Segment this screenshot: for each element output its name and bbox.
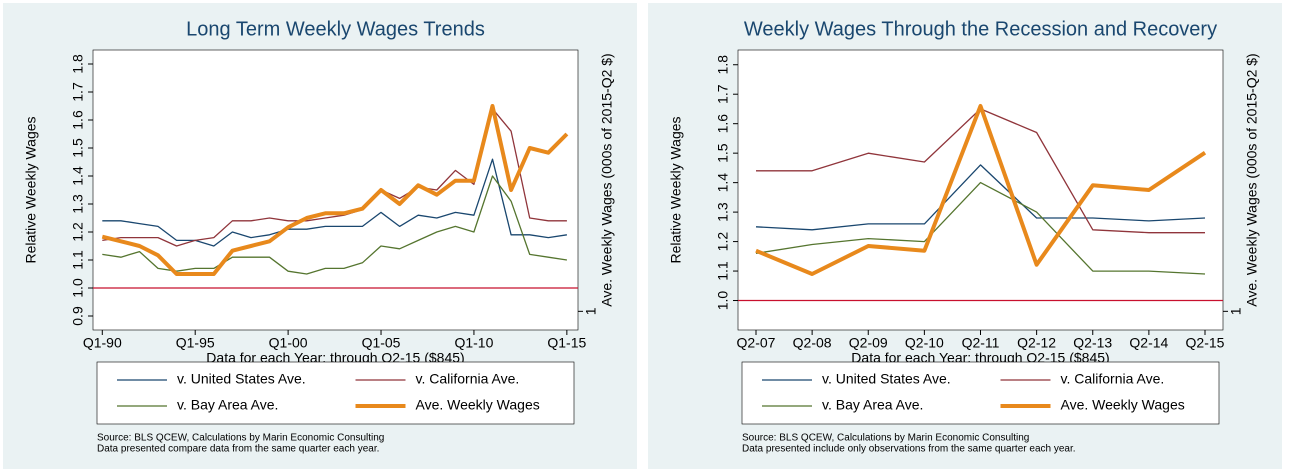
y-tick-label: 1.8 — [715, 55, 731, 75]
series-line — [755, 164, 1206, 231]
y-tick-label: 1.0 — [70, 278, 86, 298]
x-tick-label: Q1-90 — [83, 335, 122, 351]
x-tick-label: Q2-15 — [1186, 335, 1225, 351]
y-tick-label: 1.2 — [715, 232, 731, 252]
chart-title: Weekly Wages Through the Recession and R… — [744, 18, 1217, 40]
y-tick-label: 1.2 — [70, 222, 86, 242]
chart-title: Long Term Weekly Wages Trends — [186, 18, 485, 40]
x-tick-label: Q2-12 — [1017, 335, 1056, 351]
legend-box — [741, 361, 1220, 425]
plot-background — [92, 49, 579, 331]
y-tick-label: 1.0 — [715, 291, 731, 311]
y-tick-label: 1.6 — [70, 110, 86, 130]
series-line — [102, 175, 567, 275]
y-tick-label: 1.6 — [715, 114, 731, 134]
y-tick-label: 1.7 — [70, 82, 86, 102]
y2-tick-label: 1 — [583, 307, 599, 315]
y-tick-label: 1.7 — [715, 84, 731, 104]
y-tick-label: 1.3 — [715, 202, 731, 222]
x-tick-label: Q2-11 — [962, 335, 1000, 351]
source-note: Data presented compare data from the sam… — [97, 444, 379, 455]
legend-label: v. California Ave. — [1061, 371, 1165, 387]
y2-axis-label: Ave. Weekly Wages (000s of 2015-Q2 $) — [599, 53, 615, 306]
y-tick-label: 1.5 — [70, 138, 86, 158]
series-line — [755, 104, 1207, 276]
series-line — [755, 181, 1206, 275]
y-tick-label: 1.4 — [715, 173, 731, 193]
y-axis-label: Relative Weekly Wages — [668, 116, 684, 263]
x-tick-label: Q2-13 — [1073, 335, 1112, 351]
x-tick-label: Q2-09 — [849, 335, 888, 351]
y-tick-label: 1.1 — [70, 250, 86, 270]
series-line — [101, 104, 569, 276]
y-tick-label: 0.9 — [70, 306, 86, 326]
legend-label: v. Bay Area Ave. — [822, 397, 923, 413]
legend-label: v. Bay Area Ave. — [177, 397, 278, 413]
legend-label: Ave. Weekly Wages — [416, 397, 540, 413]
x-tick-label: Q2-07 — [737, 335, 776, 351]
y-tick-label: 1.1 — [715, 261, 731, 281]
source-note: Source: BLS QCEW, Calculations by Marin … — [742, 433, 1029, 444]
x-tick-label: Q1-05 — [362, 335, 401, 351]
legend-label: v. United States Ave. — [822, 371, 951, 387]
x-tick-label: Q1-95 — [176, 335, 215, 351]
source-note: Source: BLS QCEW, Calculations by Marin … — [97, 433, 384, 444]
x-tick-label: Q2-08 — [793, 335, 832, 351]
legend-box — [96, 361, 575, 425]
legend-label: v. United States Ave. — [177, 371, 306, 387]
y-tick-label: 1.8 — [70, 54, 86, 74]
y-tick-label: 1.3 — [70, 194, 86, 214]
y2-tick-label: 1 — [1228, 307, 1244, 315]
x-tick-label: Q1-15 — [547, 335, 586, 351]
y-tick-label: 1.5 — [715, 143, 731, 163]
x-tick-label: Q2-14 — [1129, 335, 1168, 351]
source-note: Data presented include only observations… — [742, 444, 1076, 455]
x-tick-label: Q1-10 — [454, 335, 493, 351]
y-tick-label: 1.4 — [70, 166, 86, 186]
series-line — [102, 158, 567, 247]
x-tick-label: Q2-10 — [905, 335, 944, 351]
y-axis-label: Relative Weekly Wages — [23, 116, 39, 263]
legend-label: v. California Ave. — [416, 371, 520, 387]
y2-axis-label: Ave. Weekly Wages (000s of 2015-Q2 $) — [1244, 53, 1260, 306]
legend-label: Ave. Weekly Wages — [1061, 397, 1185, 413]
x-tick-label: Q1-00 — [269, 335, 308, 351]
